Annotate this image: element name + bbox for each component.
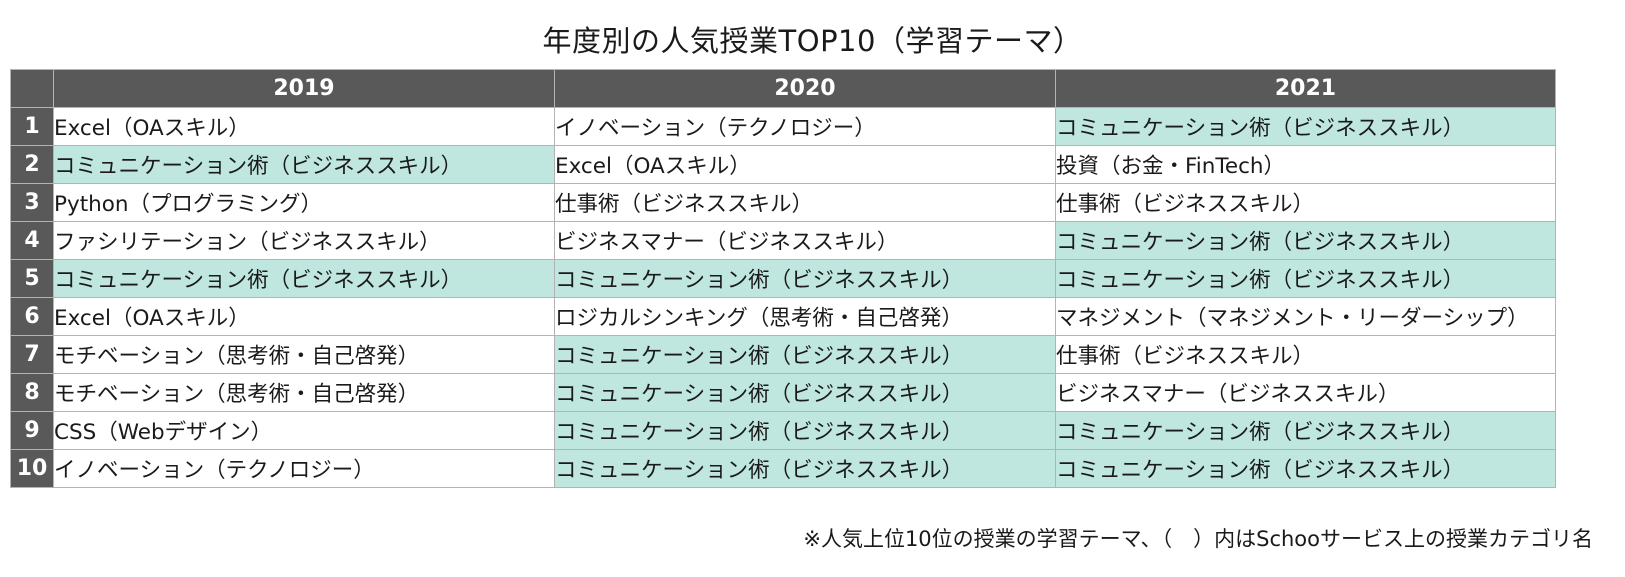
table-body: 1 Excel（OAスキル） イノベーション（テクノロジー） コミュニケーション術（ビ… — [10, 107, 1556, 488]
column-header-year: 2019 — [53, 69, 555, 108]
table-cell: コミュニケーション術（ビジネススキル） — [1055, 449, 1556, 488]
rank-cell: 8 — [10, 373, 54, 412]
table-cell: コミュニケーション術（ビジネススキル） — [554, 373, 1056, 412]
table-row: 8 モチベーション（思考術・自己啓発） コミュニケーション術（ビジネススキル） ビジネ… — [10, 373, 1556, 412]
table-cell: イノベーション（テクノロジー） — [554, 107, 1056, 146]
ranking-table: 2019 2020 2021 1 Excel（OAスキル） イノベーション（テクノロ… — [10, 69, 1556, 488]
table-row: 6 Excel（OAスキル） ロジカルシンキング（思考術・自己啓発） マネジメント（マ… — [10, 297, 1556, 336]
table-cell: Excel（OAスキル） — [53, 297, 555, 336]
rank-cell: 6 — [10, 297, 54, 336]
table-cell: コミュニケーション術（ビジネススキル） — [1055, 107, 1556, 146]
rank-cell: 3 — [10, 183, 54, 222]
table-row: 4 ファシリテーション（ビジネススキル） ビジネスマナー（ビジネススキル） コミュニケ… — [10, 221, 1556, 260]
rank-cell: 1 — [10, 107, 54, 146]
header-row: 2019 2020 2021 — [10, 69, 1556, 108]
table-cell: 仕事術（ビジネススキル） — [554, 183, 1056, 222]
table-row: 1 Excel（OAスキル） イノベーション（テクノロジー） コミュニケーション術（ビ… — [10, 107, 1556, 146]
column-header-year: 2021 — [1055, 69, 1556, 108]
table-cell: Excel（OAスキル） — [53, 107, 555, 146]
rank-cell: 7 — [10, 335, 54, 374]
table-cell: ビジネスマナー（ビジネススキル） — [1055, 373, 1556, 412]
table-cell: 仕事術（ビジネススキル） — [1055, 183, 1556, 222]
table-cell: コミュニケーション術（ビジネススキル） — [554, 259, 1056, 298]
table-cell: Python（プログラミング） — [53, 183, 555, 222]
table-row: 3 Python（プログラミング） 仕事術（ビジネススキル） 仕事術（ビジネススキル） — [10, 183, 1556, 222]
table-cell: コミュニケーション術（ビジネススキル） — [554, 335, 1056, 374]
table-cell: コミュニケーション術（ビジネススキル） — [53, 145, 555, 184]
rank-cell: 9 — [10, 411, 54, 450]
table-cell: CSS（Webデザイン） — [53, 411, 555, 450]
table-cell: コミュニケーション術（ビジネススキル） — [1055, 259, 1556, 298]
table-cell: 投資（お金・FinTech） — [1055, 145, 1556, 184]
rank-cell: 4 — [10, 221, 54, 260]
table-cell: コミュニケーション術（ビジネススキル） — [1055, 411, 1556, 450]
table-cell: コミュニケーション術（ビジネススキル） — [53, 259, 555, 298]
table-row: 10 イノベーション（テクノロジー） コミュニケーション術（ビジネススキル） コミュニ… — [10, 449, 1556, 488]
table-row: 5 コミュニケーション術（ビジネススキル） コミュニケーション術（ビジネススキル）コ… — [10, 259, 1556, 298]
table-cell: コミュニケーション術（ビジネススキル） — [554, 449, 1056, 488]
table-cell: マネジメント（マネジメント・リーダーシップ） — [1055, 297, 1556, 336]
table-cell: モチベーション（思考術・自己啓発） — [53, 335, 555, 374]
table-cell: Excel（OAスキル） — [554, 145, 1056, 184]
column-header-year: 2020 — [554, 69, 1056, 108]
table-row: 2 コミュニケーション術（ビジネススキル） Excel（OAスキル） 投資（お金・Fi… — [10, 145, 1556, 184]
table-row: 9 CSS（Webデザイン） コミュニケーション術（ビジネススキル） コミュニケーショ… — [10, 411, 1556, 450]
table-cell: ビジネスマナー（ビジネススキル） — [554, 221, 1056, 260]
rank-cell: 5 — [10, 259, 54, 298]
table-cell: 仕事術（ビジネススキル） — [1055, 335, 1556, 374]
table-cell: イノベーション（テクノロジー） — [53, 449, 555, 488]
rank-header-corner — [10, 69, 54, 108]
table-cell: ファシリテーション（ビジネススキル） — [53, 221, 555, 260]
table-cell: ロジカルシンキング（思考術・自己啓発） — [554, 297, 1056, 336]
rank-cell: 2 — [10, 145, 54, 184]
chart-title: 年度別の人気授業TOP10（学習テーマ） — [542, 24, 1083, 58]
table-cell: モチベーション（思考術・自己啓発） — [53, 373, 555, 412]
footnote: ※人気上位10位の授業の学習テーマ、（ ）内はSchooサービス上の授業カテゴリ… — [803, 527, 1593, 551]
table-cell: コミュニケーション術（ビジネススキル） — [1055, 221, 1556, 260]
rank-cell: 10 — [10, 449, 54, 488]
table-cell: コミュニケーション術（ビジネススキル） — [554, 411, 1056, 450]
table-row: 7 モチベーション（思考術・自己啓発） コミュニケーション術（ビジネススキル） 仕事術… — [10, 335, 1556, 374]
